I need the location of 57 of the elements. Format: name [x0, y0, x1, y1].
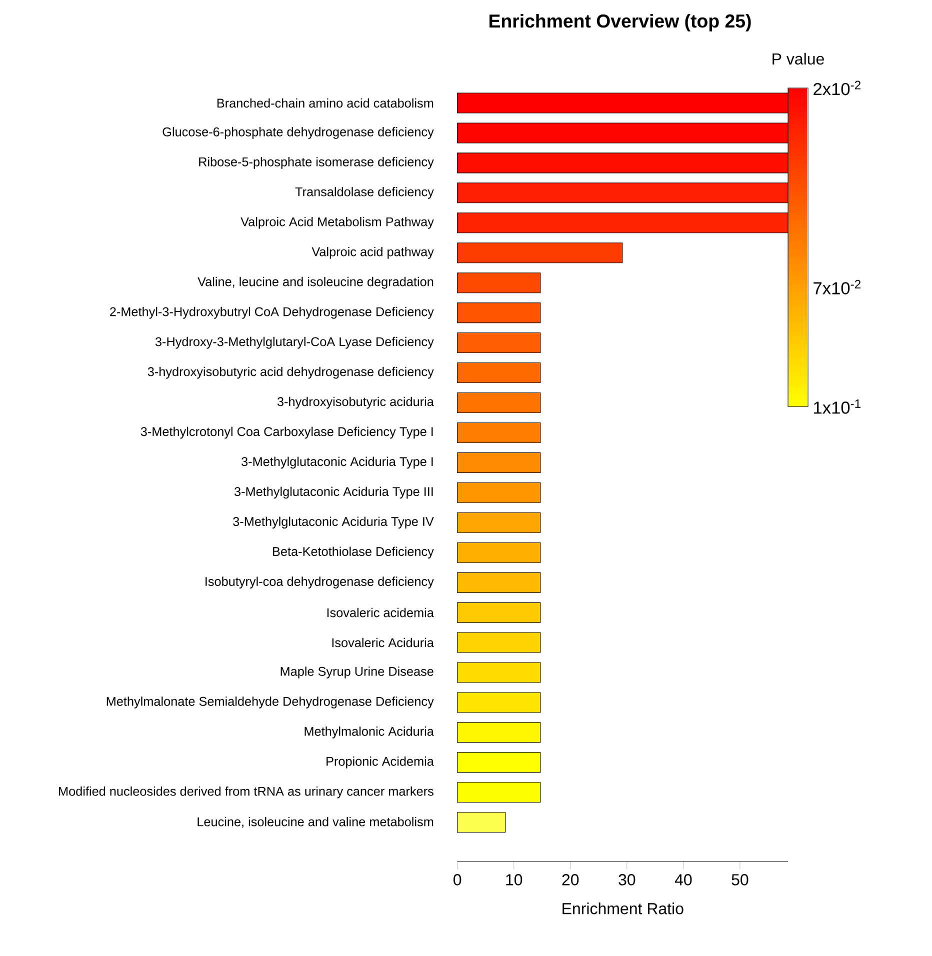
x-tick-label: 0: [454, 874, 462, 886]
color-bar-title: P value: [772, 52, 824, 65]
y-tick-label: 3-Hydroxy-3-Methylglutaryl-CoA Lyase Deficiency: [155, 336, 434, 349]
color-bar-label: 2x10$^{-2}$: [814, 80, 860, 96]
bar: [457, 632, 541, 653]
bar: [457, 692, 541, 713]
y-tick-label: Modified nucleosides derived from tRNA as urinary cancer markers: [59, 786, 434, 798]
y-tick-label: Propionic Acidemia: [326, 756, 434, 768]
y-tick-label: Isovaleric Aciduria: [332, 638, 434, 648]
chart-title: Enrichment Overview (top 25): [490, 14, 751, 32]
y-tick-label: 2-Methyl-3-Hydroxybutryl CoA Dehydrogenase Deficiency: [110, 306, 434, 319]
bar: [457, 272, 541, 294]
bar: [457, 662, 541, 683]
y-tick-label: Valproic acid pathway: [312, 246, 434, 259]
y-tick-label: 3-Methylcrotonyl Coa Carboxylase Deficiency Type I: [140, 426, 433, 439]
bar: [457, 782, 541, 803]
bar: [457, 302, 541, 324]
bar: [457, 242, 623, 264]
bar: [457, 722, 541, 743]
bar: [457, 422, 541, 443]
bar: [457, 482, 541, 503]
x-tick-label: 30: [618, 874, 636, 886]
y-tick-label: Branched-chain amino acid catabolism: [217, 98, 434, 108]
bar: [457, 512, 541, 533]
y-tick-label: Valine, leucine and isoleucine degradation: [198, 276, 434, 289]
color-bar-label: 1x10$^{-1}$: [814, 399, 860, 414]
y-tick-label: Isovaleric acidemia: [327, 608, 434, 618]
bar: [457, 392, 541, 413]
y-tick-label: Valproic Acid Metabolism Pathway: [240, 216, 434, 229]
bar: [457, 362, 541, 384]
y-tick-label: Leucine, isoleucine and valine metabolism: [198, 816, 434, 828]
bar: [457, 542, 541, 563]
y-tick-label: Ribose-5-phosphate isomerase deficiency: [199, 157, 434, 169]
bar: [457, 752, 541, 773]
x-axis-title: Enrichment Ratio: [562, 902, 684, 914]
y-tick-label: Maple Syrup Urine Disease: [280, 666, 434, 678]
x-tick-label: 10: [506, 874, 522, 886]
bar: [457, 332, 541, 354]
x-tick-label: 50: [732, 874, 748, 886]
y-tick-label: 3-hydroxyisobutyric acid dehydrogenase deficiency: [148, 366, 434, 379]
y-tick-label: 3-Methylglutaconic Aciduria Type III: [234, 486, 433, 499]
x-tick-label: 20: [562, 874, 579, 886]
y-tick-label: Glucose-6-phosphate dehydrogenase deficiency: [162, 127, 434, 139]
bar: [457, 812, 506, 833]
y-tick-label: Methylmalonate Semialdehyde Dehydrogenase Deficiency: [106, 696, 434, 708]
color-bar-label: 7x10$^{-2}$: [814, 280, 860, 294]
y-tick-label: 3-Methylglutaconic Aciduria Type I: [242, 456, 433, 469]
y-tick-label: Methylmalonic Aciduria: [304, 726, 434, 738]
y-tick-label: 3-hydroxyisobutyric aciduria: [277, 396, 434, 409]
bar: [457, 572, 541, 593]
y-tick-label: Transaldolase deficiency: [295, 187, 434, 199]
y-tick-label: Isobutyryl-coa dehydrogenase deficiency: [206, 576, 434, 588]
y-tick-label: Beta-Ketothiolase Deficiency: [273, 546, 434, 559]
bar: [457, 602, 541, 623]
y-tick-label: 3-Methylglutaconic Aciduria Type IV: [233, 516, 434, 529]
bar: [457, 452, 541, 473]
x-tick-label: 40: [674, 874, 692, 886]
